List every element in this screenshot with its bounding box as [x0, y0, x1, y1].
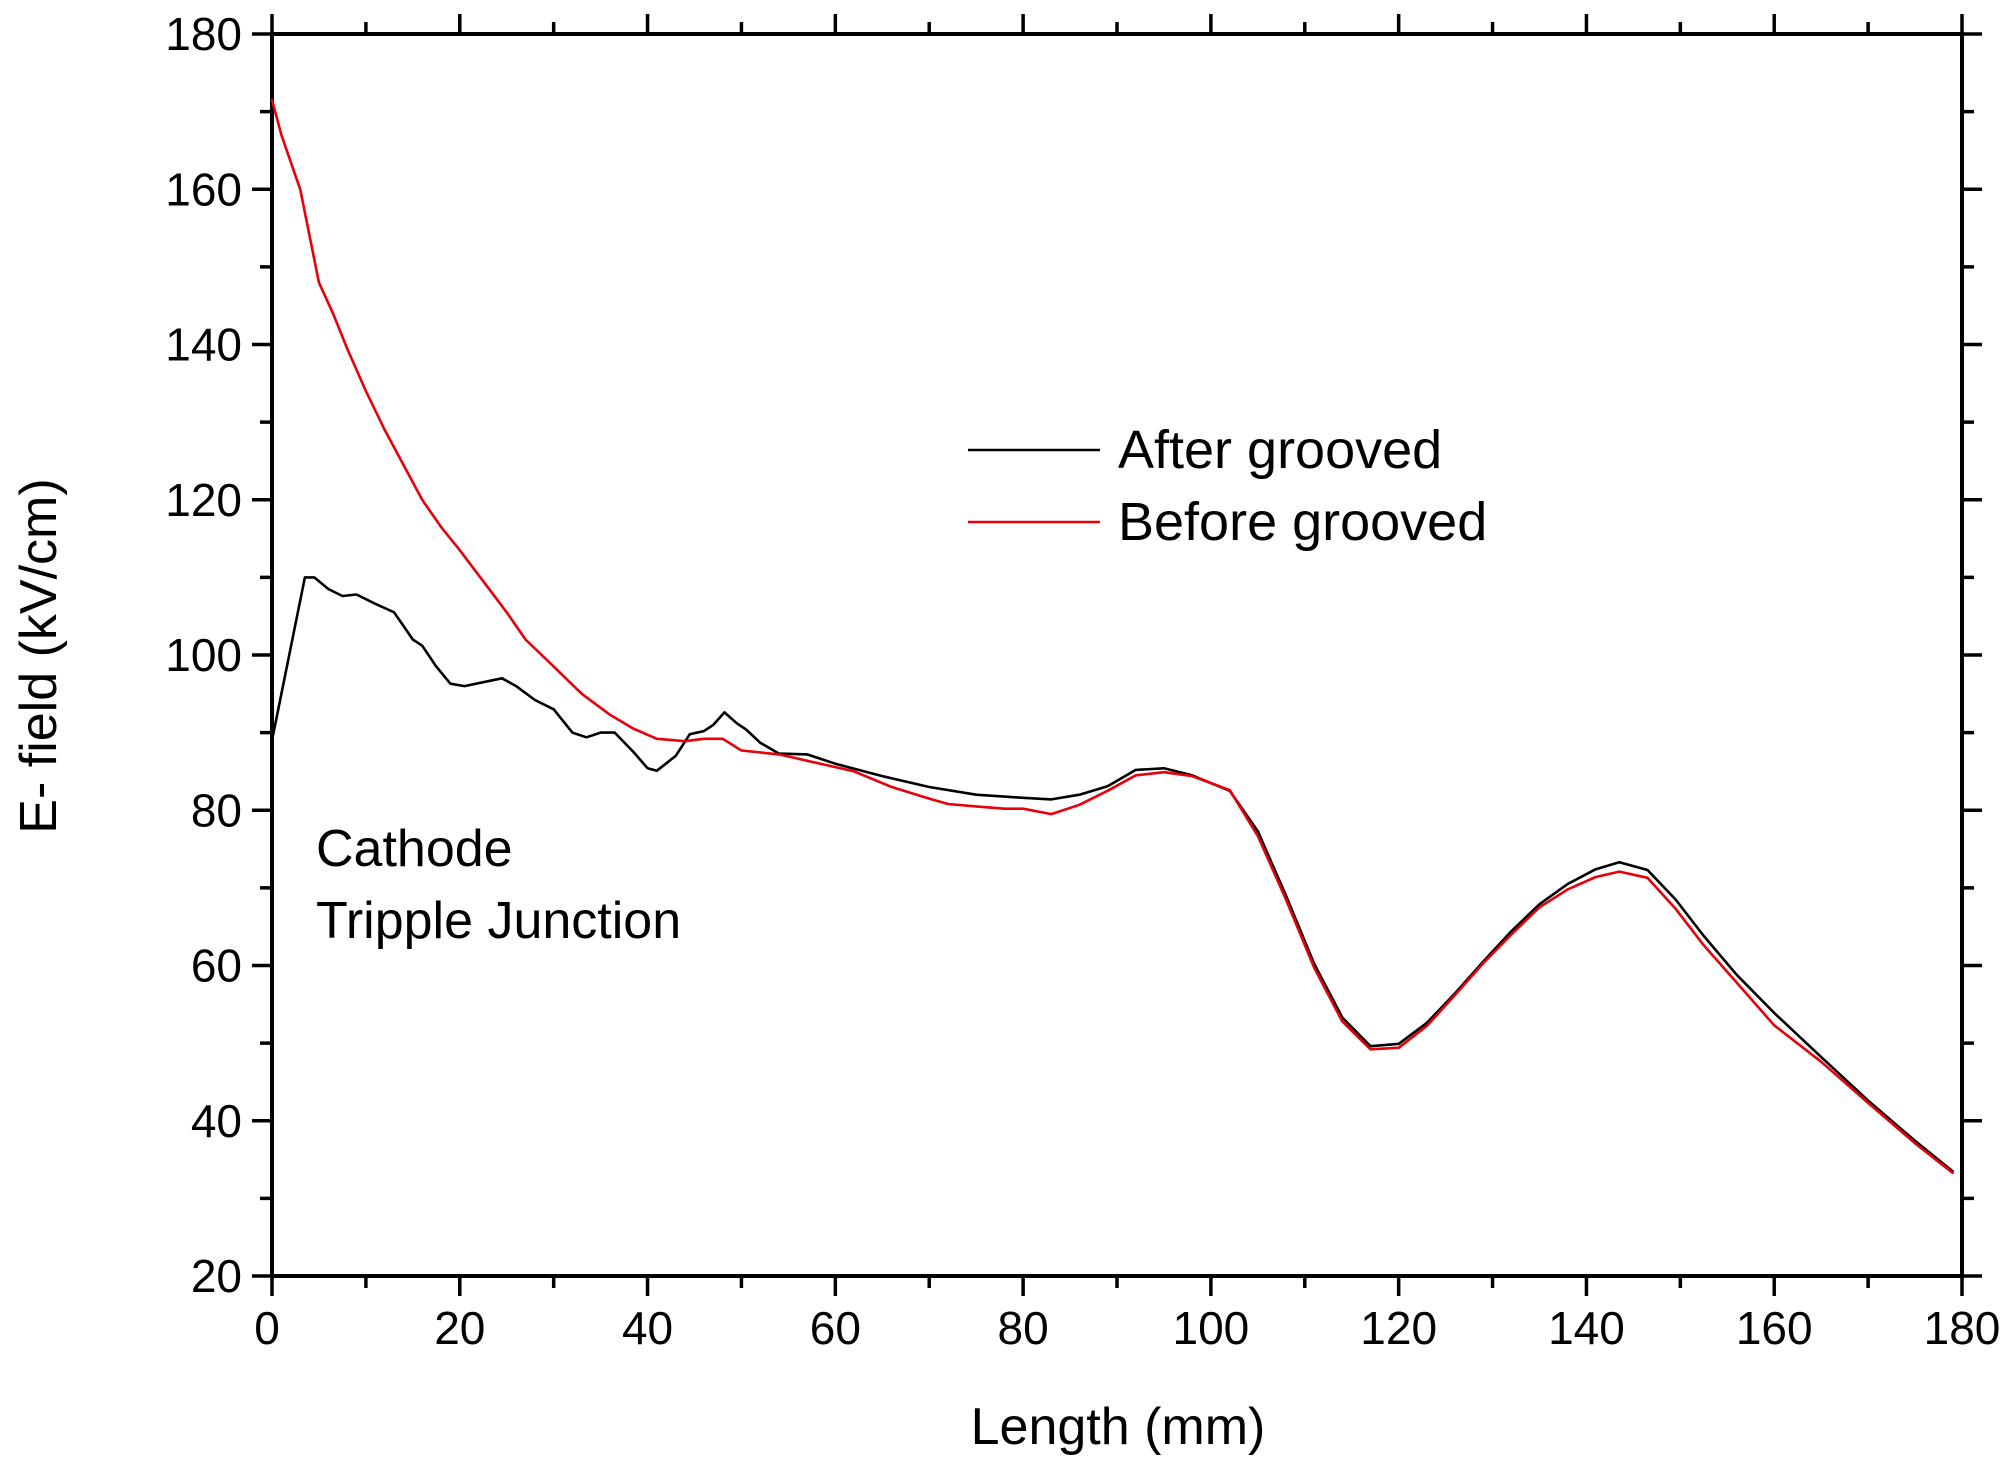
y-axis-title: E- field (kV/cm) [10, 478, 68, 833]
annotation-line-1: Cathode [316, 820, 513, 878]
y-tick-label: 120 [165, 474, 242, 526]
x-tick-label: 120 [1360, 1302, 1437, 1354]
legend-label-before: Before grooved [1118, 492, 1487, 552]
legend-label-after: After grooved [1118, 420, 1442, 480]
x-tick-label: 80 [998, 1302, 1049, 1354]
y-tick-label: 140 [165, 319, 242, 371]
x-tick-label: 140 [1548, 1302, 1625, 1354]
x-axis-ticks: 0 20 40 60 80 100 120 140 160 180 [254, 14, 2000, 1354]
plot-frame [270, 32, 1964, 1278]
series-line-before-grooved [270, 98, 1954, 1175]
annotation: Cathode Tripple Junction [316, 820, 681, 950]
x-tick-label: 160 [1736, 1302, 1813, 1354]
y-tick-label: 20 [191, 1250, 242, 1302]
x-tick-label: 0 [254, 1302, 280, 1354]
y-tick-label: 160 [165, 163, 242, 215]
plot-border [270, 32, 1964, 1278]
series-group [270, 98, 1954, 1175]
x-tick-label: 180 [1924, 1302, 2001, 1354]
y-tick-label: 100 [165, 629, 242, 681]
x-tick-label: 20 [434, 1302, 485, 1354]
y-axis-ticks: 20 40 60 80 100 120 140 160 180 [165, 8, 1982, 1302]
y-tick-label: 80 [191, 784, 242, 836]
legend: After grooved Before grooved [968, 420, 1487, 552]
x-axis-title: Length (mm) [971, 1398, 1266, 1456]
series-line-after-grooved [270, 576, 1954, 1173]
y-tick-label: 180 [165, 8, 242, 60]
x-tick-label: 40 [622, 1302, 673, 1354]
annotation-line-2: Tripple Junction [316, 892, 681, 950]
x-tick-label: 60 [810, 1302, 861, 1354]
y-tick-label: 40 [191, 1095, 242, 1147]
y-tick-label: 60 [191, 940, 242, 992]
x-tick-label: 100 [1173, 1302, 1250, 1354]
